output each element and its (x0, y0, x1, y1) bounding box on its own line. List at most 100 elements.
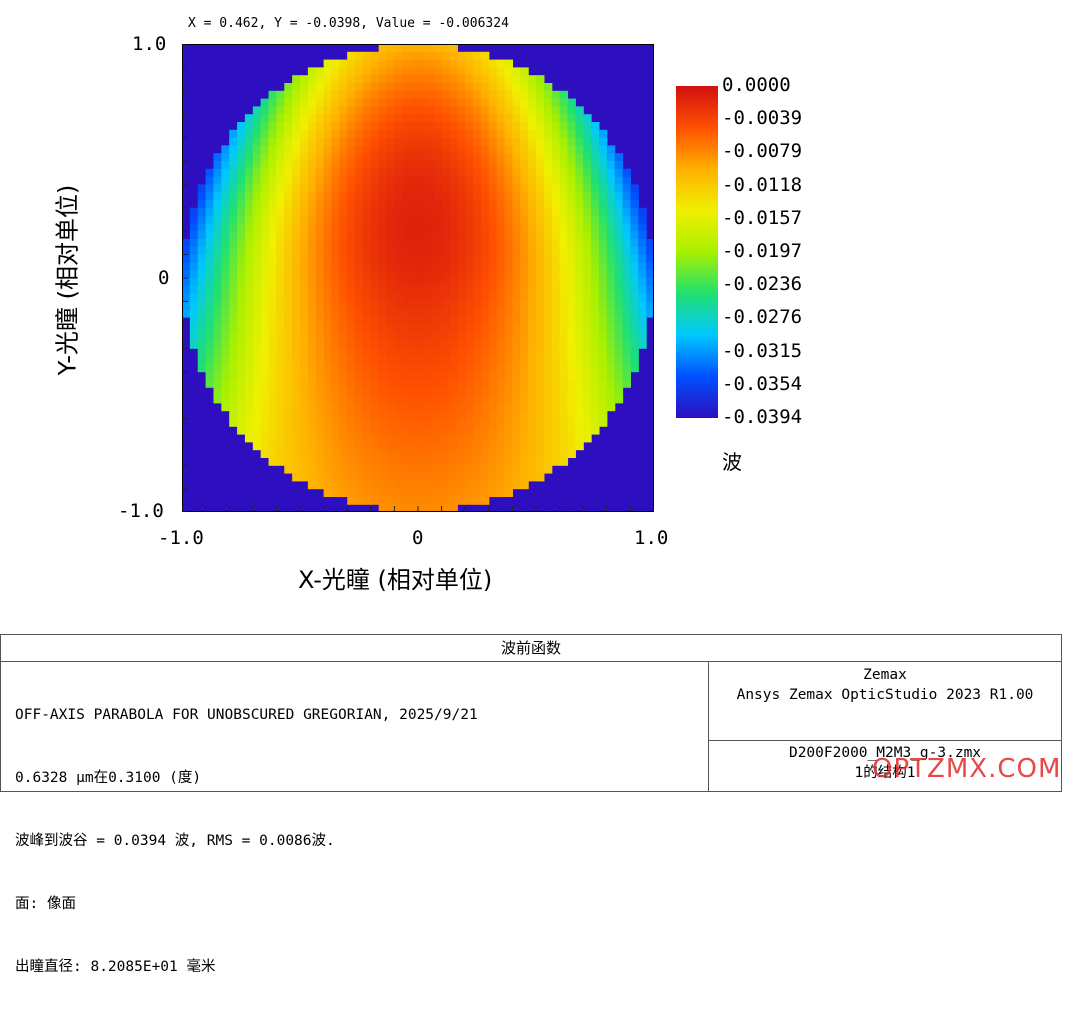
wavefront-cell (307, 153, 317, 162)
wavefront-cell (394, 449, 403, 458)
wavefront-cell (575, 340, 584, 349)
wavefront-cell (237, 285, 246, 295)
wavefront-cell (300, 434, 309, 443)
wavefront-cell (606, 371, 616, 380)
wavefront-cell (410, 434, 419, 443)
wavefront-cell (488, 270, 498, 279)
wavefront-cell (315, 184, 325, 193)
wavefront-cell (465, 426, 474, 435)
wavefront-cell (488, 223, 498, 232)
wavefront-cell (520, 75, 529, 84)
wavefront-cell (260, 106, 270, 115)
wavefront-cell (331, 262, 340, 271)
wavefront-cell (331, 161, 340, 170)
wavefront-cell (567, 98, 576, 107)
wavefront-cell (362, 473, 372, 482)
wavefront-cell (465, 59, 474, 68)
wavefront-cell (598, 285, 608, 295)
wavefront-cell (300, 340, 309, 349)
wavefront-cell (315, 395, 325, 404)
wavefront-cell (339, 145, 348, 154)
wavefront-cell (512, 161, 521, 170)
wavefront-cell (449, 246, 458, 256)
wavefront-cell (315, 309, 325, 318)
wavefront-cell (614, 153, 624, 162)
wavefront-cell (536, 200, 545, 209)
wavefront-cell (606, 192, 616, 201)
wavefront-cell (575, 176, 584, 185)
wavefront-cell (488, 75, 498, 84)
wavefront-cell (370, 106, 380, 115)
wavefront-cell (512, 395, 521, 404)
wavefront-cell (323, 145, 333, 154)
wavefront-cell (355, 317, 364, 326)
wavefront-cell (307, 441, 317, 451)
wavefront-cell (575, 402, 584, 412)
wavefront-cell (504, 418, 513, 427)
wavefront-cell (197, 262, 207, 271)
wavefront-cell (307, 449, 317, 458)
wavefront-cell (496, 184, 506, 193)
wavefront-cell (473, 395, 482, 404)
wavefront-cell (449, 379, 458, 388)
wavefront-cell (583, 114, 592, 123)
wavefront-cell (441, 356, 451, 365)
wavefront-cell (480, 418, 490, 427)
wavefront-cell (520, 317, 529, 326)
wavefront-cell (402, 231, 411, 240)
wavefront-map[interactable] (182, 44, 654, 512)
y-tick-top: 1.0 (132, 33, 167, 55)
wavefront-cell (237, 379, 246, 388)
wavefront-cell (457, 340, 466, 349)
wavefront-cell (441, 293, 451, 302)
wavefront-cell (504, 168, 513, 178)
wavefront-cell (292, 239, 301, 248)
wavefront-cell (425, 254, 435, 263)
wavefront-cell (410, 168, 419, 178)
wavefront-cell (378, 254, 388, 263)
wavefront-cell (457, 51, 466, 61)
wavefront-cell (425, 488, 435, 497)
wavefront-cell (465, 278, 474, 287)
wavefront-cell (237, 309, 246, 318)
wavefront-cell (394, 98, 403, 107)
wavefront-cell (575, 426, 584, 435)
wavefront-cell (315, 215, 325, 224)
wavefront-cell (441, 387, 451, 396)
wavefront-cell (315, 90, 325, 100)
wavefront-cell (378, 356, 388, 365)
wavefront-cell (473, 137, 482, 146)
wavefront-cell (331, 488, 340, 497)
wavefront-cell (559, 402, 569, 412)
wavefront-cell (504, 192, 513, 201)
wavefront-cell (315, 223, 325, 232)
wavefront-cell (221, 262, 230, 271)
wavefront-cell (347, 145, 356, 154)
wavefront-cell (536, 340, 545, 349)
wavefront-cell (213, 301, 222, 310)
wavefront-cell (465, 402, 474, 412)
wavefront-cell (331, 410, 340, 419)
wavefront-cell (331, 480, 340, 490)
wavefront-cell (441, 270, 451, 279)
wavefront-cell (197, 301, 207, 310)
wavefront-cell (386, 278, 395, 287)
wavefront-cell (370, 402, 380, 412)
wavefront-cell (315, 371, 325, 380)
wavefront-cell (213, 192, 222, 201)
wavefront-cell (528, 98, 537, 107)
info-line-4: 面: 像面 (15, 896, 76, 912)
wavefront-cell (394, 348, 403, 357)
wavefront-cell (606, 402, 616, 412)
wavefront-cell (575, 418, 584, 427)
wavefront-cell (418, 348, 427, 357)
wavefront-cell (394, 371, 403, 380)
wavefront-cell (473, 434, 482, 443)
wavefront-cell (244, 129, 254, 139)
wavefront-cell (386, 207, 395, 217)
wavefront-cell (331, 90, 340, 100)
wavefront-cell (229, 215, 238, 224)
wavefront-cell (323, 200, 333, 209)
wavefront-cell (433, 473, 443, 482)
wavefront-cell (496, 83, 506, 92)
